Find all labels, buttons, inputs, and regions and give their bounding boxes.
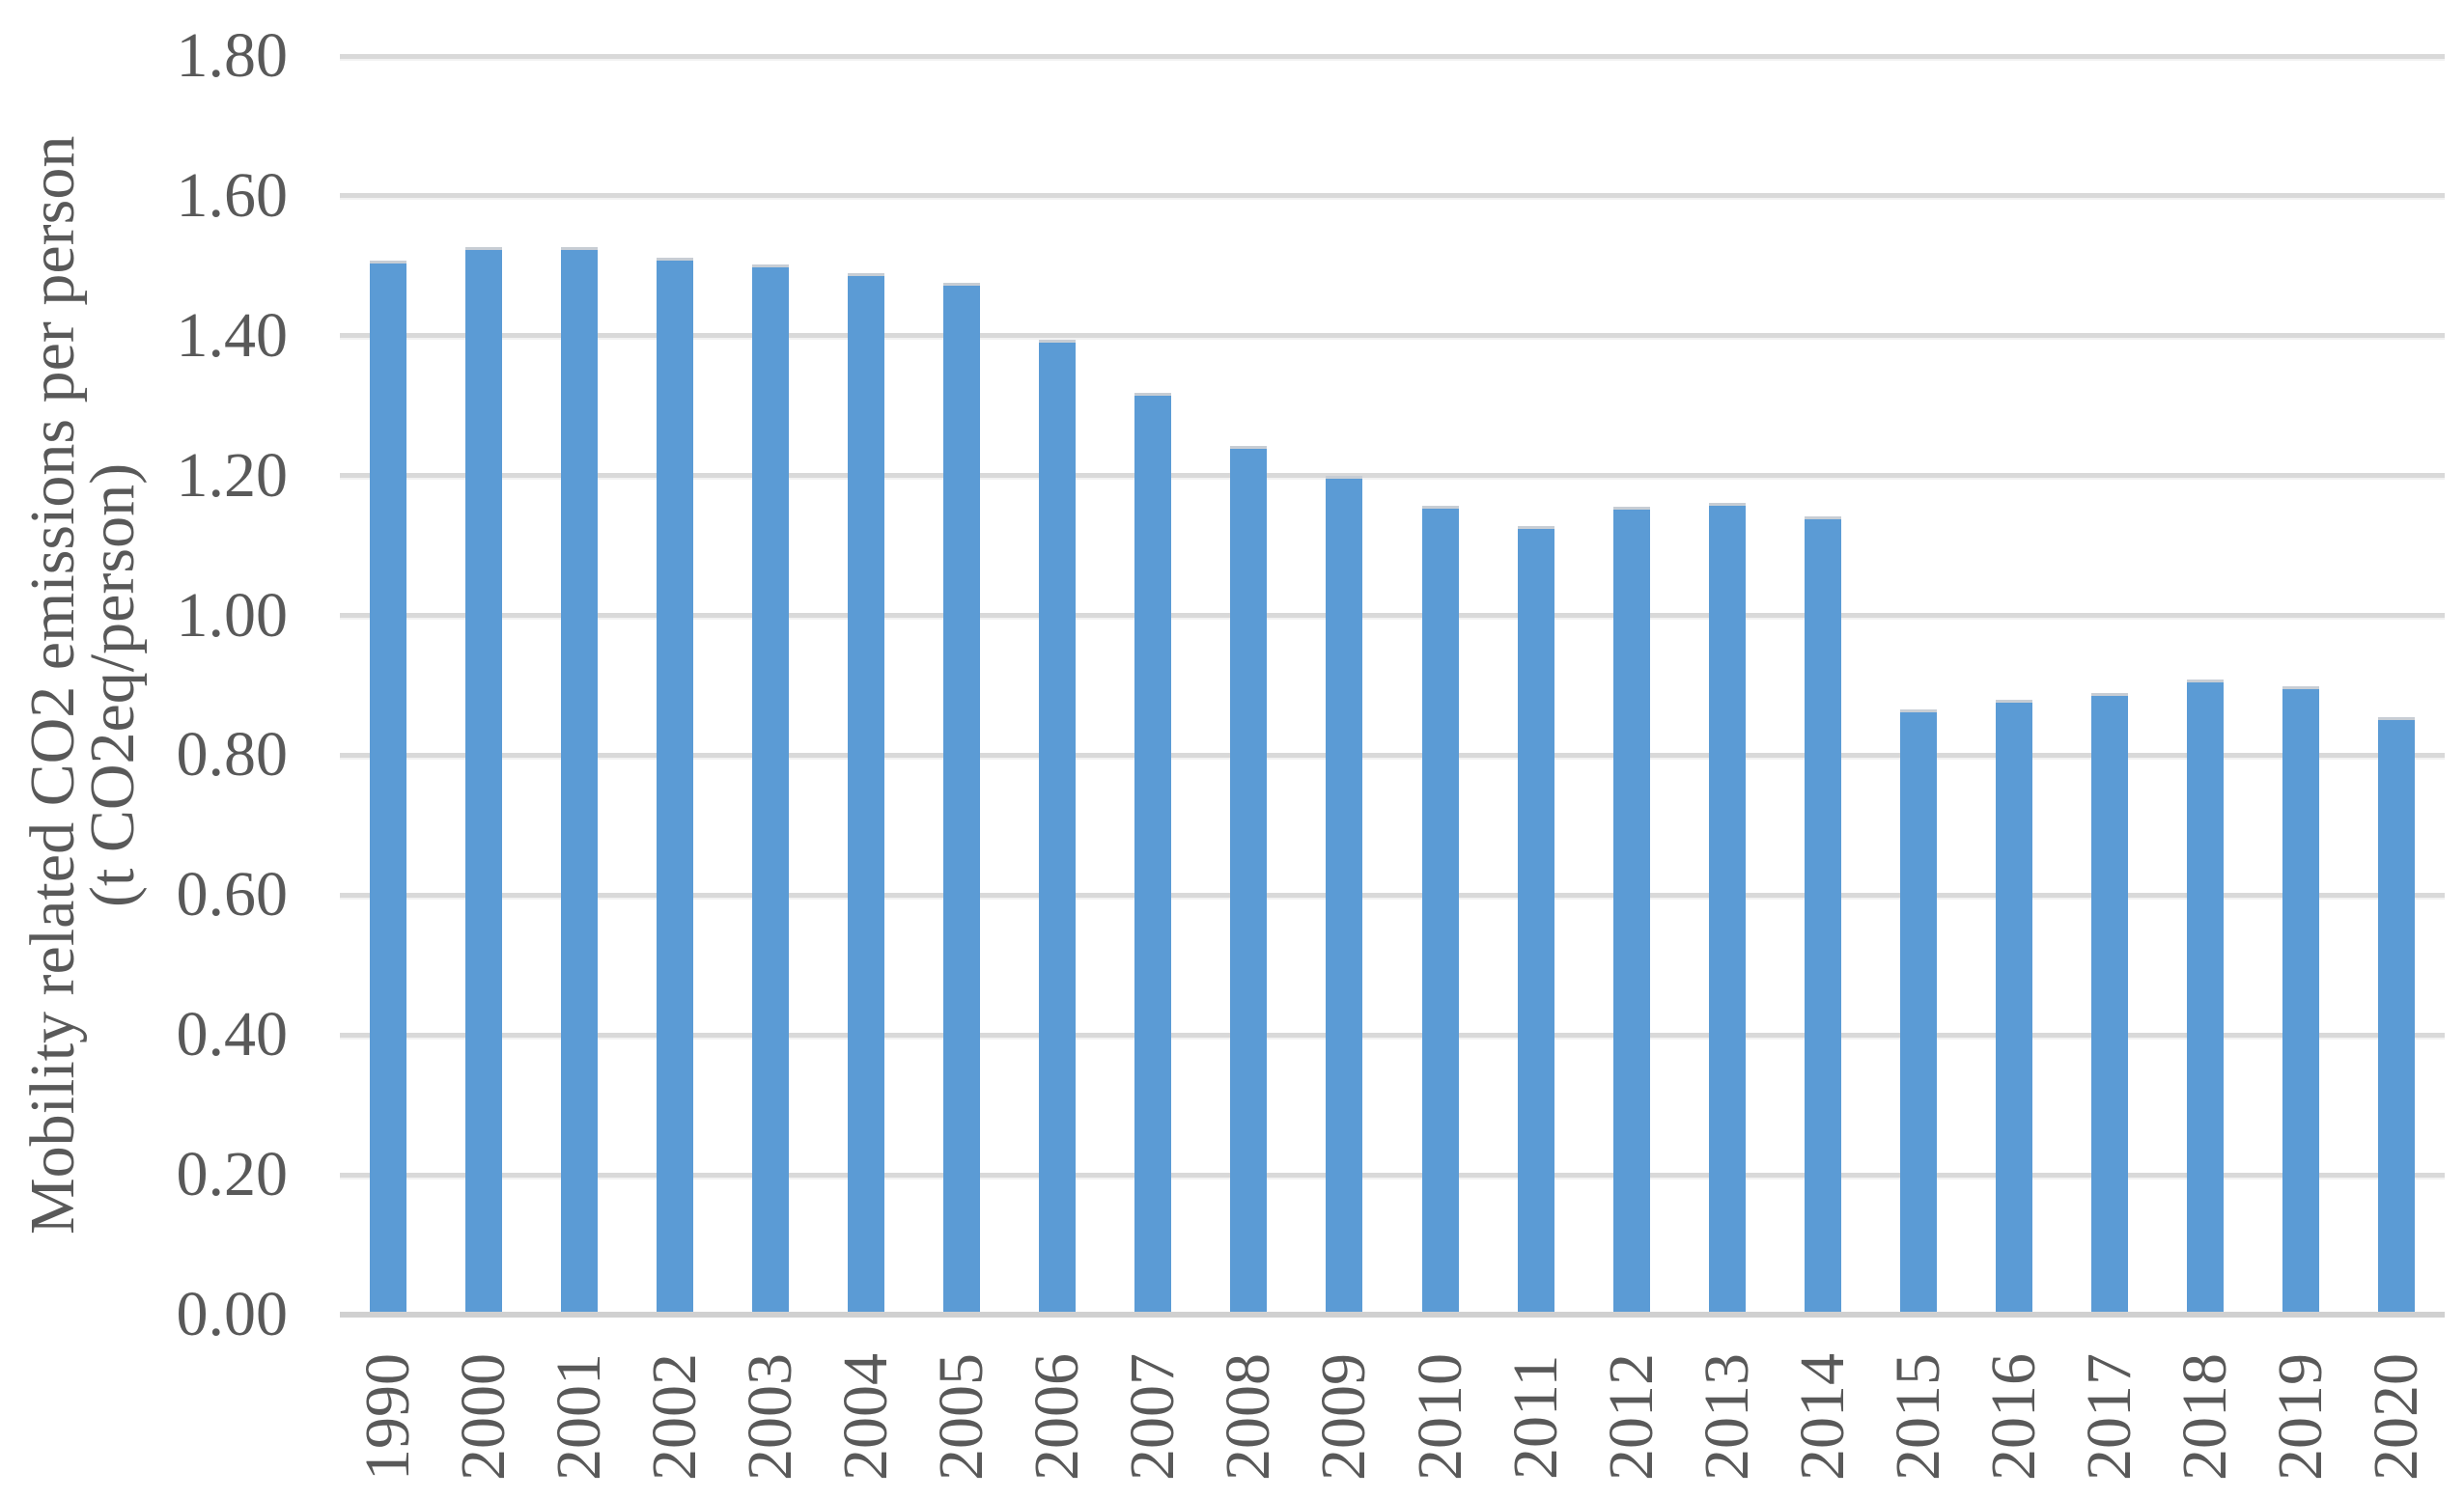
bar-2000	[464, 246, 502, 1315]
gridline	[340, 1032, 2445, 1038]
bar-2012	[1612, 506, 1650, 1315]
x-tick-label: 2012	[1595, 1353, 1666, 1481]
x-tick-label: 2017	[2074, 1353, 2145, 1481]
bar-2003	[751, 264, 789, 1315]
bar-2007	[1134, 393, 1172, 1315]
y-tick-label: 1.40	[176, 299, 289, 371]
x-tick-label: 2011	[1499, 1354, 1571, 1480]
bar-2006	[1039, 340, 1077, 1315]
y-tick-label: 1.80	[176, 20, 289, 91]
x-tick-label: 2014	[1786, 1353, 1858, 1481]
x-tick-label: 2018	[2170, 1353, 2241, 1481]
bar-2011	[1517, 525, 1554, 1315]
x-tick-label: 2008	[1213, 1353, 1284, 1481]
x-tick-label: 2000	[447, 1353, 518, 1481]
bar-2004	[848, 273, 884, 1315]
y-tick-label: 1.20	[176, 439, 289, 511]
gridline	[340, 53, 2445, 59]
x-tick-label: 2020	[2361, 1353, 2432, 1481]
y-tick-label: 1.60	[176, 159, 289, 231]
x-tick-label: 2005	[926, 1353, 997, 1481]
gridline	[340, 613, 2445, 619]
y-tick-label: 0.40	[176, 999, 289, 1070]
bar-2002	[656, 257, 693, 1315]
gridline	[340, 193, 2445, 199]
bar-2008	[1230, 446, 1268, 1315]
x-tick-label: 2009	[1308, 1353, 1380, 1481]
x-tick-label: 2004	[830, 1353, 901, 1481]
bar-2020	[2378, 716, 2416, 1315]
y-axis-title-line-2: (t CO2eq/person)	[77, 462, 148, 908]
bar-2019	[2282, 685, 2320, 1315]
y-tick-label: 0.80	[176, 719, 289, 791]
gridline	[340, 473, 2445, 479]
bar-1990	[369, 260, 406, 1315]
x-tick-label: 2001	[543, 1353, 614, 1481]
y-tick-label: 0.20	[176, 1139, 289, 1210]
x-tick-label: 2006	[1022, 1353, 1093, 1481]
x-tick-label: 1990	[351, 1353, 423, 1481]
gridline	[340, 1172, 2445, 1178]
bar-2005	[943, 283, 981, 1315]
x-tick-label: 2019	[2265, 1353, 2337, 1481]
y-tick-label: 0.00	[176, 1279, 289, 1349]
y-tick-label: 1.00	[176, 579, 289, 651]
gridline	[340, 752, 2445, 758]
x-tick-label: 2002	[638, 1353, 710, 1481]
gridline	[340, 333, 2445, 339]
x-axis-line	[340, 1312, 2445, 1318]
bar-2013	[1708, 502, 1746, 1315]
bar-2009	[1326, 476, 1363, 1315]
bar-2018	[2187, 680, 2225, 1315]
gridline	[340, 892, 2445, 898]
bar-2017	[2091, 692, 2129, 1315]
y-tick-label: 0.60	[176, 859, 289, 930]
x-tick-label: 2003	[734, 1353, 805, 1481]
bar-2015	[1900, 709, 1937, 1315]
x-tick-label: 2013	[1691, 1353, 1762, 1481]
x-tick-label: 2015	[1883, 1353, 1953, 1481]
bar-2001	[560, 246, 598, 1315]
x-tick-label: 2010	[1404, 1353, 1475, 1481]
bar-2016	[1996, 700, 2033, 1315]
bar-2014	[1804, 515, 1841, 1315]
x-tick-label: 2016	[1978, 1353, 2050, 1481]
bar-2010	[1421, 505, 1459, 1315]
x-tick-label: 2007	[1117, 1353, 1189, 1481]
